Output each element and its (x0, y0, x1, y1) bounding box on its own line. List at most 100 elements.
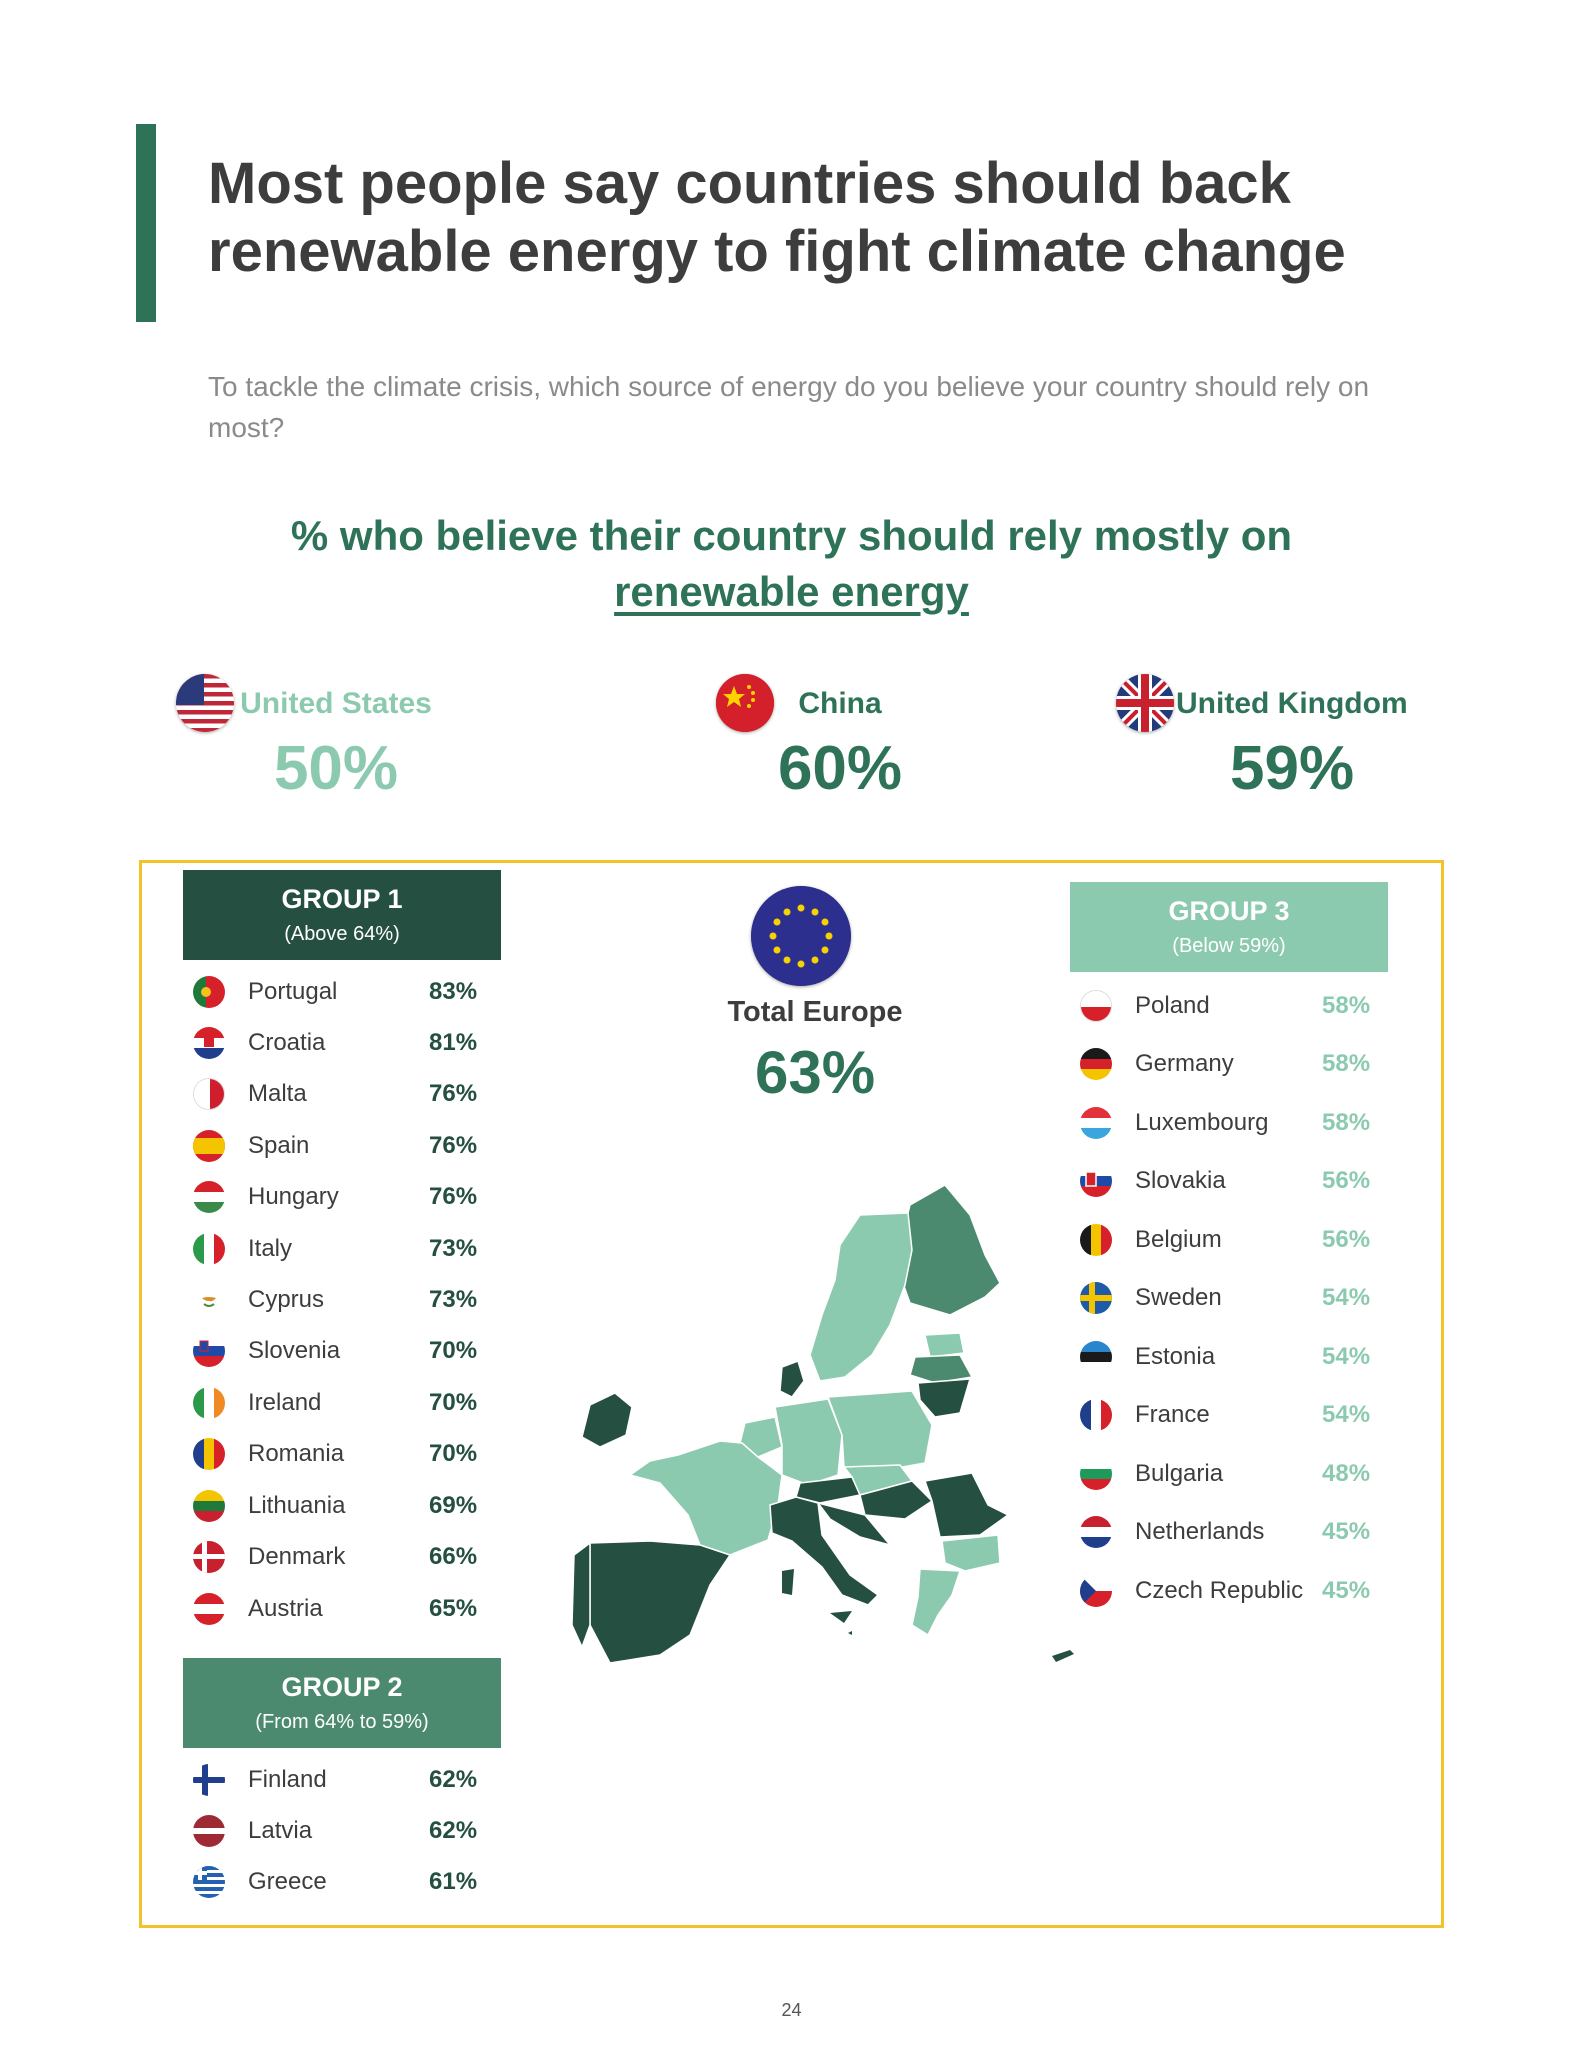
country-name: Slovakia (1135, 1167, 1226, 1194)
list-item: Denmark 66% (193, 1537, 493, 1577)
list-item: Luxembourg 58% (1080, 1103, 1400, 1143)
us-flag-icon (176, 674, 234, 732)
country-value: 54% (1322, 1401, 1371, 1428)
europe-map (571, 1185, 1010, 1664)
map-latvia (909, 1354, 974, 1384)
country-name: Sweden (1135, 1284, 1222, 1311)
list-item: Ireland 70% (193, 1383, 493, 1423)
total-europe-label: Total Europe (727, 996, 903, 1028)
country-name: Malta (248, 1080, 307, 1107)
country-value: 76% (429, 1132, 478, 1159)
country-name: Greece (248, 1868, 327, 1895)
map-austria (795, 1476, 862, 1504)
highlight-country-name: China (798, 687, 882, 720)
austria-flag-icon (193, 1593, 225, 1625)
map-benelux (739, 1416, 783, 1458)
germany-flag-icon (1080, 1048, 1112, 1080)
belgium-flag-icon (1080, 1224, 1112, 1256)
country-value: 81% (429, 1029, 478, 1056)
country-name: Cyprus (248, 1286, 325, 1313)
cyprus-flag-icon (193, 1284, 225, 1316)
group-title: GROUP 1 (281, 884, 403, 914)
country-name: Czech Republic (1135, 1577, 1304, 1604)
map-estonia (924, 1332, 965, 1358)
highlight-country-name: United States (240, 687, 432, 720)
list-item: Estonia 54% (1080, 1337, 1400, 1377)
eu-flag-icon (751, 886, 851, 986)
country-value: 76% (429, 1183, 478, 1210)
page-title: Most people say countries should back re… (208, 151, 1346, 284)
group-range: (Above 64%) (284, 923, 400, 945)
country-value: 73% (429, 1286, 478, 1313)
country-name: Netherlands (1135, 1518, 1265, 1545)
lithuania-flag-icon (193, 1490, 225, 1522)
list-item: Sweden 54% (1080, 1278, 1400, 1318)
group-title: GROUP 2 (281, 1672, 403, 1702)
czech-republic-flag-icon (1080, 1575, 1112, 1607)
country-value: 76% (429, 1080, 478, 1107)
country-value: 83% (429, 978, 478, 1005)
romania-flag-icon (193, 1438, 225, 1470)
country-value: 66% (429, 1543, 478, 1570)
list-item: Poland 58% (1080, 986, 1400, 1026)
bulgaria-flag-icon (1080, 1458, 1112, 1490)
map-greece (911, 1568, 962, 1637)
malta-flag-icon (193, 1078, 225, 1110)
country-value: 45% (1322, 1577, 1371, 1604)
list-item: Bulgaria 48% (1080, 1454, 1400, 1494)
list-item: Lithuania 69% (193, 1486, 493, 1526)
country-value: 69% (429, 1492, 478, 1519)
map-denmark (779, 1360, 805, 1398)
map-hungary (859, 1480, 934, 1520)
list-item: Finland 62% (193, 1760, 493, 1800)
map-malta (848, 1631, 852, 1635)
country-name: Slovenia (248, 1337, 341, 1364)
cyprus-map-piece (1052, 1650, 1074, 1662)
group-title: GROUP 3 (1168, 896, 1290, 926)
highlight-united-kingdom: United Kingdom 59% (1176, 686, 1416, 804)
country-value: 73% (429, 1235, 478, 1262)
country-name: Ireland (248, 1389, 322, 1416)
country-name: Romania (248, 1440, 345, 1467)
list-item: Portugal 83% (193, 972, 493, 1012)
list-item: Croatia 81% (193, 1023, 493, 1063)
country-value: 70% (429, 1337, 478, 1364)
country-value: 58% (1322, 1109, 1371, 1136)
group-2-header: GROUP 2 (From 64% to 59%) (183, 1658, 501, 1748)
country-name: France (1135, 1401, 1210, 1428)
country-name: Germany (1135, 1050, 1234, 1077)
map-scandinavia (809, 1212, 913, 1382)
subheading-emphasis: renewable energy (614, 568, 969, 615)
list-item: Austria 65% (193, 1589, 493, 1629)
sweden-flag-icon (1080, 1282, 1112, 1314)
list-item: Cyprus 73% (193, 1280, 493, 1320)
spain-flag-icon (193, 1130, 225, 1162)
map-poland (826, 1390, 933, 1472)
country-name: Italy (248, 1235, 293, 1262)
france-flag-icon (1080, 1399, 1112, 1431)
list-item: Slovakia 56% (1080, 1161, 1400, 1201)
country-name: Croatia (248, 1029, 326, 1056)
map-portugal (571, 1541, 591, 1649)
group-3-header: GROUP 3 (Below 59%) (1070, 882, 1388, 972)
country-name: Spain (248, 1132, 310, 1159)
country-value: 65% (429, 1595, 478, 1622)
map-lithuania (917, 1378, 972, 1418)
total-europe-value: 63% (754, 1039, 876, 1106)
country-name: Belgium (1135, 1226, 1222, 1253)
luxembourg-flag-icon (1080, 1107, 1112, 1139)
highlight-china: China 60% (740, 686, 940, 804)
portugal-flag-icon (193, 976, 225, 1008)
map-ireland (581, 1392, 633, 1448)
country-value: 54% (1322, 1284, 1371, 1311)
country-value: 56% (1322, 1167, 1371, 1194)
latvia-flag-icon (193, 1815, 225, 1847)
china-flag-icon (716, 674, 774, 732)
uk-flag-icon (1116, 674, 1174, 732)
italy-flag-icon (193, 1233, 225, 1265)
page-number: 24 (781, 2000, 802, 2020)
country-value: 45% (1322, 1518, 1371, 1545)
list-item: Spain 76% (193, 1126, 493, 1166)
list-item: Belgium 56% (1080, 1220, 1400, 1260)
list-item: Latvia 62% (193, 1811, 493, 1851)
